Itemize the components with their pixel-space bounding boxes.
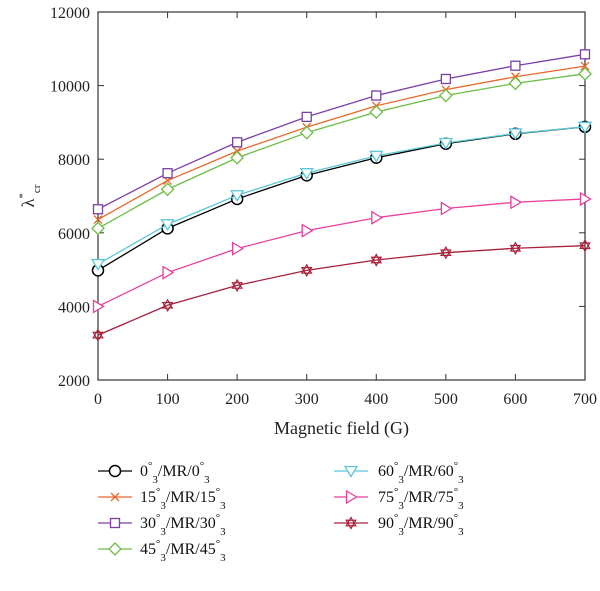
data-point [92,299,105,314]
data-point [162,265,175,280]
series-line [97,73,586,229]
series-line [97,126,586,265]
y-tick-label: 10000 [50,79,90,96]
x-tick-label: 500 [434,391,458,408]
legend-label: 90°3/MR/90°3 [378,512,464,538]
series-3 [91,66,592,236]
series-6 [92,238,591,342]
series-line [97,245,586,336]
data-point [92,328,104,342]
data-point [229,190,245,203]
data-point [90,258,106,271]
data-point [161,298,174,313]
x-tick-label: 600 [503,391,527,408]
data-point [440,201,453,216]
legend-marker [343,465,359,478]
y-axis-title: λ*cr [17,184,43,207]
data-point [371,210,384,225]
data-point [440,73,452,85]
legend-label: 75°3/MR/75°3 [378,486,464,512]
data-point [579,238,591,253]
data-point [231,137,243,148]
x-tick-label: 200 [225,391,249,408]
data-series [90,49,593,342]
legend-item: 75°3/MR/75°3 [334,486,464,512]
y-tick-label: 8000 [58,152,90,169]
x-tick-label: 0 [94,391,102,408]
data-point [509,241,522,255]
data-point [371,90,382,101]
data-point [231,241,244,256]
legend-marker [110,492,120,502]
legend-label: 30°3/MR/30°3 [140,512,226,538]
y-axis-title-sup: * [17,193,29,199]
series-5 [92,191,592,314]
data-point [508,128,523,141]
data-point [510,195,523,210]
legend-item: 0°3/MR/0°3 [98,460,210,486]
series-4 [90,121,593,271]
data-point [231,278,243,293]
data-point [438,88,453,103]
legend-item: 30°3/MR/30°3 [98,512,226,538]
x-tick-label: 300 [295,391,319,408]
axis-ticks: 0 100 200 300 400 500 600 700 2000 4000 6000 8000 10… [50,5,597,408]
data-point [578,66,592,81]
data-point [93,215,103,225]
data-point [299,125,314,140]
data-point [510,60,521,71]
data-point [162,168,173,179]
legend-marker [345,489,358,505]
data-point [301,223,314,238]
data-point [369,105,384,120]
data-point [579,191,592,207]
x-tick-label: 100 [156,391,180,408]
y-tick-label: 12000 [50,5,90,22]
legend-label: 60°3/MR/60°3 [378,460,464,486]
data-point [301,111,312,123]
data-point [300,263,313,278]
legend-label: 0°3/MR/0°3 [140,460,210,486]
series-line [97,65,586,221]
data-point [577,121,593,134]
legend-marker [109,517,121,529]
legend-label: 45°3/MR/45°3 [140,538,226,564]
data-point [369,150,384,163]
series-line [97,53,586,210]
data-point [299,168,314,180]
y-axis-title-base: λ [18,198,38,207]
legend-item: 90°3/MR/90°3 [334,512,464,538]
legend-marker [345,516,357,530]
legend-item: 45°3/MR/45°3 [98,538,226,564]
x-tick-label: 400 [364,391,388,408]
data-point [438,137,454,150]
legend: 0°3/MR/0°315°3/MR/15°330°3/MR/30°345°3/M… [98,460,464,564]
data-point [580,61,590,71]
y-axis-title-sub: cr [31,184,43,193]
data-point [370,253,383,267]
y-tick-label: 2000 [58,373,90,390]
legend-item: 60°3/MR/60°3 [334,460,464,486]
data-point [160,182,175,197]
y-tick-label: 6000 [58,226,90,243]
y-tick-label: 4000 [58,299,90,316]
data-point [160,219,175,232]
legend-item: 15°3/MR/15°3 [98,486,226,512]
data-point [92,204,104,215]
legend-marker [108,464,122,478]
legend-label: 15°3/MR/15°3 [140,486,226,512]
data-point [91,221,105,236]
series-line [97,198,586,307]
data-point [508,76,523,91]
legend-marker [108,542,122,556]
data-point [440,245,452,260]
series-2 [92,49,591,215]
x-tick-label: 700 [573,391,597,408]
data-point [230,150,245,165]
data-point [579,49,591,60]
x-axis-title: Magnetic field (G) [274,418,409,439]
